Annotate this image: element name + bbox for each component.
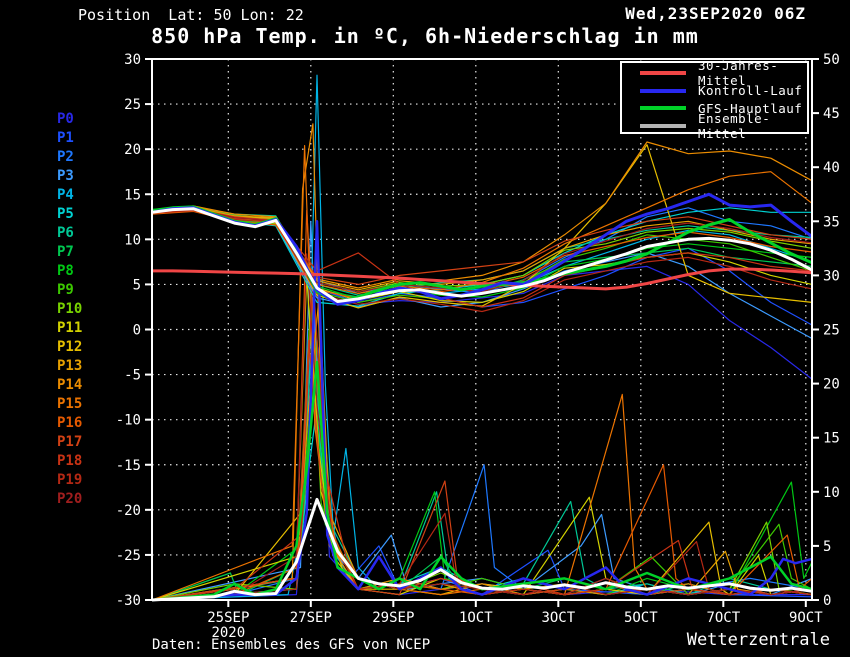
member-precip-line-P20 [151,253,813,601]
ensemble-member-label-P18: P18 [57,453,83,469]
x-tick-label: 29SEP [372,610,414,626]
legend-item: 30-Jahres-Mittel [622,58,807,88]
ensemble-member-label-P14: P14 [57,377,83,393]
member-precip-line-P4 [151,74,813,601]
member-precip-line-P19 [151,361,813,601]
member-temp-line-P14 [151,141,813,289]
x-tick-label: 25SEP [207,610,249,626]
member-temp-line-P11 [151,207,813,303]
legend-label: 30-Jahres-Mittel [698,57,779,88]
y-left-tick-label: 25 [124,97,141,113]
member-precip-line-P8 [151,361,813,601]
main-temp-line [152,267,813,291]
data-source-label: Daten: Ensembles des GFS von NCEP [152,637,431,653]
member-precip-line-P15 [151,145,813,601]
ensemble-member-label-P8: P8 [57,263,74,279]
ensemble-member-label-P20: P20 [57,491,83,507]
ensemble-member-label-P1: P1 [57,130,74,146]
y-right-tick-label: 35 [823,214,840,230]
legend-label: Ensemble-Mittel [698,111,771,141]
y-left-tick-label: -10 [116,413,141,429]
x-tick-label: 9OCT [789,610,823,626]
y-right-tick-label: 0 [823,593,831,609]
run-datetime: Wed,23SEP2020 06Z [625,4,806,23]
x-tick-label: 27SEP [290,610,332,626]
y-left-tick-label: 30 [124,52,141,68]
ensemble-member-label-P15: P15 [57,396,83,412]
x-tick-label: 1OCT [459,610,493,626]
y-left-tick-label: 15 [124,187,141,203]
member-temp-line-P20 [151,208,813,293]
member-precip-line-P18 [151,274,813,601]
ensemble-member-label-P2: P2 [57,149,74,165]
ensemble-member-label-P7: P7 [57,244,74,260]
x-tick-label: 7OCT [706,610,740,626]
y-right-tick-label: 40 [823,160,840,176]
y-right-tick-label: 45 [823,106,840,122]
legend-label: GFS-Hauptlauf [698,100,803,116]
legend-swatch [640,106,686,111]
y-left-tick-label: -30 [116,593,141,609]
legend: 30-Jahres-Mittel Kontroll-Lauf GFS-Hauptla… [620,58,809,141]
y-left-tick-label: 5 [133,277,141,293]
y-right-tick-label: 50 [823,52,840,68]
ensemble-member-label-P9: P9 [57,282,74,298]
member-precip-line-P1 [151,274,813,601]
main-precip-line [151,360,813,602]
ensemble-member-label-P3: P3 [57,168,74,184]
brand-label: Wetterzentrale [686,630,830,650]
member-precip-line-P11 [151,274,813,601]
y-right-tick-label: 10 [823,485,840,501]
page-title: 850 hPa Temp. in ºC, 6h-Niederschlag in … [151,24,699,48]
y-left-tick-label: -5 [124,368,141,384]
ensemble-member-label-P5: P5 [57,206,74,222]
ensemble-member-label-P17: P17 [57,434,83,450]
ensemble-member-label-P6: P6 [57,225,74,241]
y-left-tick-label: 20 [124,142,141,158]
member-precip-line-P12 [151,318,813,601]
legend-label: Kontroll-Lauf [698,83,803,99]
member-precip-line-P7 [151,383,813,601]
ensemble-member-label-P19: P19 [57,472,83,488]
y-left-tick-label: 0 [133,323,141,339]
ensemble-member-label-P11: P11 [57,320,83,336]
main-temp-line [151,207,813,303]
y-right-tick-label: 30 [823,268,840,284]
ensemble-member-label-P12: P12 [57,339,83,355]
y-right-tick-label: 15 [823,431,840,447]
y-right-tick-label: 5 [823,539,831,555]
member-temp-line-P18 [151,208,813,308]
ensemble-member-label-P13: P13 [57,358,83,374]
legend-item: Ensemble-Mittel [622,111,807,141]
y-left-tick-label: -20 [116,503,141,519]
legend-swatch [640,88,686,93]
y-left-tick-label: 10 [124,232,141,248]
legend-item: Kontroll-Lauf [622,83,807,99]
y-right-tick-label: 20 [823,377,840,393]
ensemble-member-label-P10: P10 [57,301,83,317]
main-temp-line [151,192,813,306]
ensemble-member-label-P0: P0 [57,111,74,127]
x-tick-label: 5OCT [624,610,658,626]
ensemble-member-list: P0 P1 P2 P3 P4 P5 P6 P7 P8 P9 P10 P11 P12 P13 P14 P15 P1… [57,110,82,509]
ensemble-member-label-P16: P16 [57,415,83,431]
y-right-tick-label: 25 [823,323,840,339]
legend-swatch [640,124,686,128]
x-tick-sublabel: 2020 [211,625,245,641]
y-left-tick-label: -25 [116,548,141,564]
position-label: Position Lat: 50 Lon: 22 [78,6,304,24]
legend-item: GFS-Hauptlauf [622,101,807,117]
x-tick-label: 3OCT [541,610,575,626]
ensemble-member-label-P4: P4 [57,187,74,203]
ensemble-mean-precip-line [151,497,813,602]
legend-swatch [640,70,686,75]
y-left-tick-label: -15 [116,458,141,474]
